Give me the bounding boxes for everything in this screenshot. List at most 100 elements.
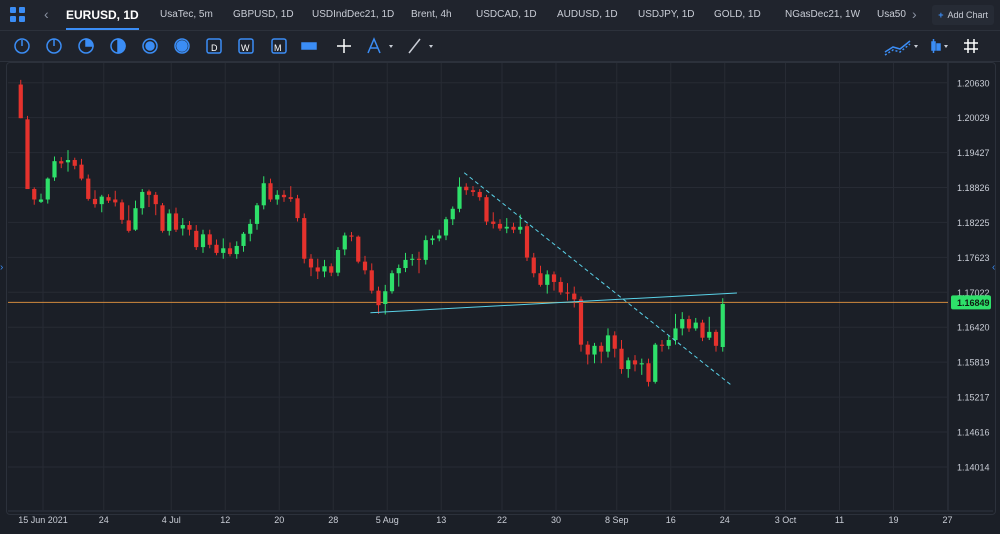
candle-body [396, 268, 401, 274]
candle-body [92, 198, 98, 205]
x-tick-label: 24 [720, 515, 730, 525]
right-panel-toggle-icon[interactable]: ‹ [992, 262, 996, 273]
candle-body [200, 234, 206, 248]
candle-body [268, 183, 273, 200]
trendline[interactable] [463, 172, 732, 386]
candle-body [538, 273, 543, 285]
x-tick-label: 3 Oct [775, 515, 797, 525]
candle-body [666, 340, 671, 346]
candle-body [335, 250, 341, 273]
candle-body [207, 234, 212, 245]
candle-body [403, 259, 408, 269]
x-tick-label: 13 [436, 515, 446, 525]
tab-usatec-5m[interactable]: UsaTec, 5m [160, 9, 213, 20]
chevron-down-icon[interactable] [389, 45, 433, 48]
candle-body [693, 322, 698, 329]
candle-body [227, 248, 233, 255]
y-tick-label: 1.14616 [957, 428, 990, 438]
candle-body [470, 190, 476, 192]
y-tick-label: 1.18225 [957, 218, 990, 228]
svg-text:W: W [241, 43, 250, 53]
candle-body [113, 199, 118, 203]
add-chart-button[interactable]: + Add Chart [932, 5, 994, 25]
y-tick-label: 1.17623 [957, 253, 990, 263]
tab-usa50[interactable]: Usa50 [877, 9, 906, 20]
candle-body [369, 270, 374, 291]
record-icon[interactable] [174, 38, 190, 54]
y-tick-label: 1.17022 [957, 288, 990, 298]
x-tick-label: 30 [551, 515, 561, 525]
calendar-d-icon[interactable]: D [206, 38, 222, 54]
circle-icon[interactable] [142, 38, 158, 54]
candle-body [646, 363, 651, 382]
x-tick-label: 4 Jul [162, 515, 181, 525]
x-tick-label: 8 Sep [605, 515, 629, 525]
x-tick-label: 22 [497, 515, 507, 525]
line-type-icon[interactable] [884, 40, 911, 56]
x-tick-label: 19 [888, 515, 898, 525]
candle-body [659, 344, 665, 346]
candle-body [221, 248, 226, 253]
tabs-right-arrow-icon[interactable]: › [912, 6, 917, 22]
candle-body [686, 319, 692, 329]
crosshair-icon[interactable] [337, 39, 351, 53]
tab-gbpusd-1d[interactable]: GBPUSD, 1D [233, 9, 294, 20]
candle-body [362, 261, 368, 271]
tab-brent-4h[interactable]: Brent, 4h [411, 9, 452, 20]
candle-type-icon[interactable] [931, 39, 941, 53]
calendar-m-icon[interactable]: M [271, 38, 287, 54]
tab-usdjpy-1d[interactable]: USDJPY, 1D [638, 9, 695, 20]
text-tool-icon[interactable] [367, 37, 381, 54]
candle-body [167, 213, 172, 231]
candle-body [443, 219, 449, 236]
candle-body [410, 258, 415, 260]
candle-body [126, 220, 131, 231]
tab-usdinddec21-1d[interactable]: USDIndDec21, 1D [312, 9, 395, 20]
grid-icon[interactable] [964, 39, 978, 53]
trendline[interactable] [370, 292, 737, 314]
candle-body [146, 191, 152, 195]
current-price-label: 1.16849 [957, 298, 990, 308]
tab-usdcad-1d[interactable]: USDCAD, 1D [476, 9, 537, 20]
left-panel-toggle-icon[interactable]: › [0, 262, 4, 273]
candle-body [79, 164, 84, 179]
candle-body [275, 194, 280, 200]
candle-body [173, 213, 179, 230]
candle-body [308, 258, 314, 268]
candle-body [626, 360, 631, 370]
pie-half-icon[interactable] [78, 38, 94, 54]
x-tick-label: 15 Jun 2021 [18, 515, 68, 525]
tab-eurusd-1d[interactable]: EURUSD, 1D [66, 0, 139, 30]
candle-body [140, 191, 145, 209]
layout-grid-icon[interactable] [10, 7, 26, 23]
calendar-w-icon[interactable]: W [238, 38, 254, 54]
ruler-icon[interactable] [301, 42, 317, 50]
candle-body [565, 292, 570, 294]
candle-body [45, 178, 50, 200]
candle-body [234, 245, 239, 255]
crosshair-cursor-icon[interactable] [14, 38, 30, 54]
chevron-down-icon[interactable] [914, 45, 948, 48]
candle-body [153, 194, 158, 205]
y-tick-label: 1.18826 [957, 183, 990, 193]
tab-gold-1d[interactable]: GOLD, 1D [714, 9, 761, 20]
tab-ngasdec21-1w[interactable]: NGasDec21, 1W [785, 9, 861, 20]
candle-body [416, 258, 422, 260]
pie-quarter-icon[interactable] [46, 38, 62, 54]
candle-body [349, 235, 354, 237]
add-chart-label: Add Chart [947, 10, 988, 20]
trendline-icon[interactable] [408, 38, 421, 54]
candle-body [248, 223, 253, 234]
candle-body [707, 331, 712, 338]
candle-body [673, 328, 678, 341]
candle-body [288, 197, 293, 199]
candle-body [86, 178, 91, 199]
y-tick-label: 1.20630 [957, 78, 990, 88]
tab-audusd-1d[interactable]: AUDUSD, 1D [557, 9, 618, 20]
bar-style-icon[interactable] [110, 38, 126, 54]
plus-icon: + [938, 10, 944, 20]
candle-body [639, 363, 644, 365]
candle-body [38, 199, 44, 202]
tabs-left-arrow-icon[interactable]: ‹ [44, 6, 49, 22]
